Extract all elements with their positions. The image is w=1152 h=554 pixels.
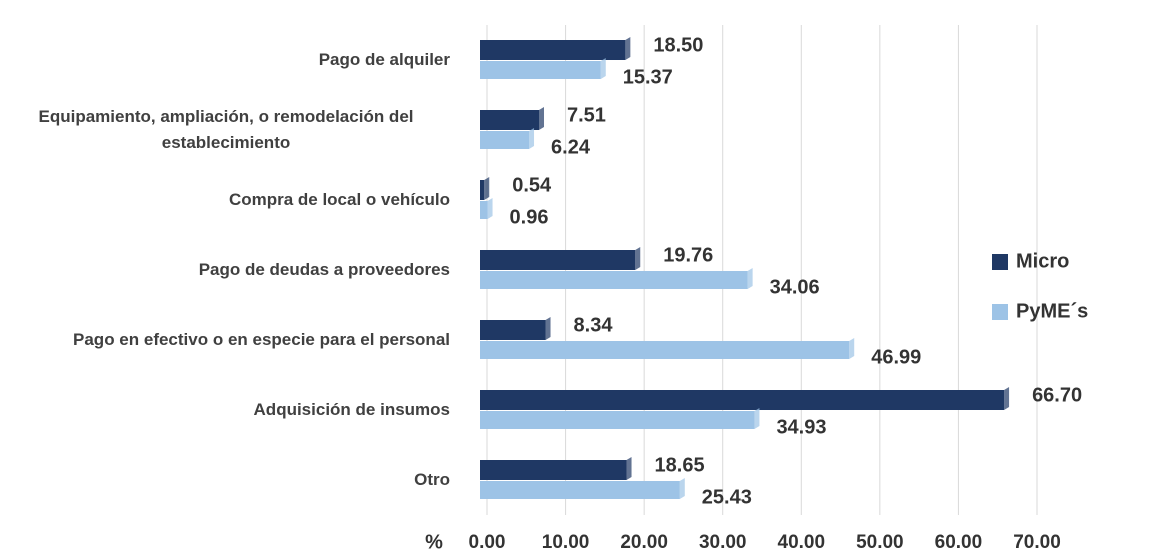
bar — [480, 460, 627, 480]
y-tick-label: Pago en efectivo o en especie para el pe… — [73, 330, 450, 349]
x-tick-label: 10.00 — [542, 532, 590, 553]
bar-side — [679, 478, 685, 499]
bar — [480, 390, 1005, 410]
bar-side — [487, 198, 493, 219]
data-label: 7.51 — [567, 104, 606, 126]
x-tick-label: 20.00 — [620, 532, 668, 553]
bar — [480, 40, 626, 60]
data-label: 0.54 — [512, 174, 552, 196]
bar-side — [600, 58, 606, 79]
bar — [480, 411, 755, 429]
bar — [480, 110, 540, 130]
bar-side — [754, 408, 760, 429]
bar-side — [545, 317, 551, 340]
bar — [480, 250, 636, 270]
legend-swatch — [992, 304, 1008, 320]
y-tick-label: Pago de alquiler — [318, 50, 450, 69]
x-tick-label: 40.00 — [778, 532, 826, 553]
data-label: 19.76 — [663, 244, 713, 266]
x-tick-label: 50.00 — [856, 532, 904, 553]
bar-side — [747, 268, 753, 289]
bar — [480, 481, 680, 499]
bar — [480, 61, 601, 79]
data-label: 25.43 — [702, 486, 752, 508]
bar — [480, 201, 488, 219]
data-label: 18.65 — [655, 454, 705, 476]
y-tick-label: Adquisición de insumos — [253, 400, 450, 419]
bar-side — [484, 177, 490, 200]
bar — [480, 320, 546, 340]
y-tick-label: Otro — [414, 470, 450, 489]
data-label: 6.24 — [551, 136, 591, 158]
legend-label: PyME´s — [1016, 300, 1088, 322]
bar-side — [626, 457, 632, 480]
x-tick-label: 30.00 — [699, 532, 747, 553]
bar — [480, 180, 485, 200]
data-label: 34.06 — [770, 276, 820, 298]
bar-side — [529, 128, 535, 149]
data-label: 46.99 — [871, 346, 921, 368]
y-tick-label: Pago de deudas a proveedores — [198, 260, 450, 279]
legend-label: Micro — [1016, 250, 1069, 272]
data-label: 66.70 — [1032, 384, 1082, 406]
data-label: 18.50 — [653, 34, 703, 56]
x-tick-label: 60.00 — [935, 532, 983, 553]
bar-side — [625, 37, 631, 60]
legend-swatch — [992, 254, 1008, 270]
data-label: 15.37 — [623, 66, 673, 88]
bar — [480, 131, 530, 149]
bar — [480, 271, 748, 289]
bar-side — [849, 338, 855, 359]
data-label: 8.34 — [574, 314, 614, 336]
y-tick-label: Compra de local o vehículo — [228, 190, 450, 209]
y-tick-label: Equipamiento, ampliación, o remodelación… — [38, 107, 414, 152]
bar-side — [635, 247, 641, 270]
bar-side — [1004, 387, 1010, 410]
bar-side — [539, 107, 545, 130]
x-axis-label: % — [425, 531, 443, 553]
bar — [480, 341, 850, 359]
x-tick-label: 0.00 — [469, 532, 506, 553]
data-label: 34.93 — [776, 416, 826, 438]
x-tick-label: 70.00 — [1013, 532, 1061, 553]
data-label: 0.96 — [510, 206, 549, 228]
